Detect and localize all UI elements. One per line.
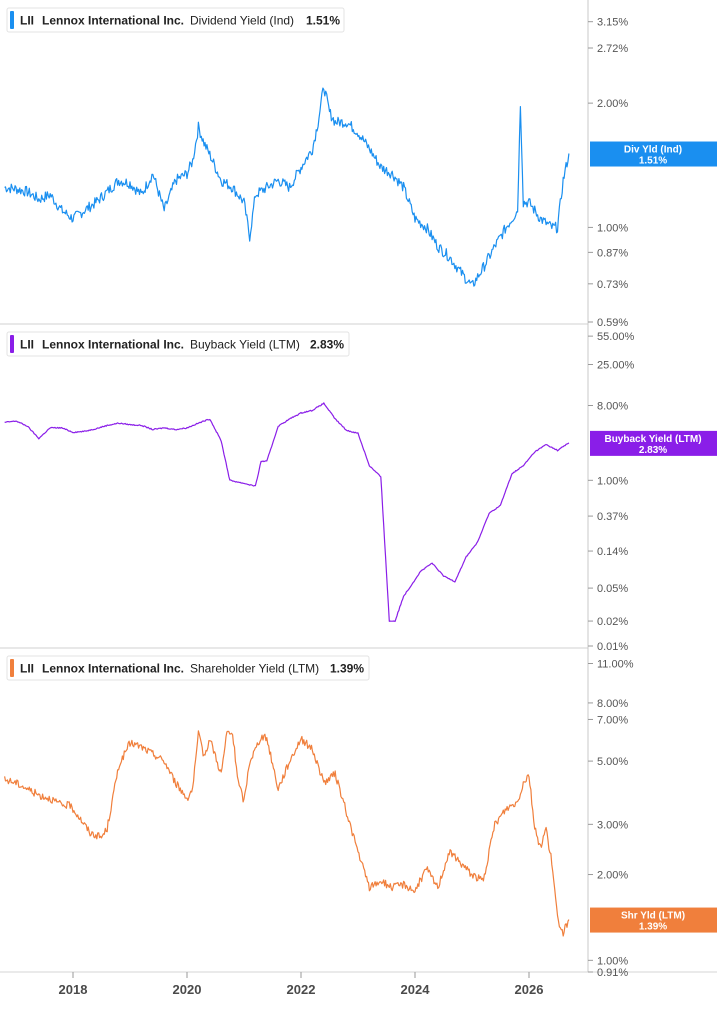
legend-ticker: LII bbox=[20, 338, 34, 352]
legend-metric: Shareholder Yield (LTM) bbox=[190, 662, 319, 676]
current-value-marker: Div Yld (Ind)1.51% bbox=[590, 141, 717, 167]
y-tick-label: 0.05% bbox=[597, 583, 628, 595]
y-tick-label: 2.72% bbox=[597, 43, 628, 55]
marker-label: Div Yld (Ind) bbox=[624, 145, 682, 156]
y-tick-label: 25.00% bbox=[597, 359, 635, 371]
series-line-buyback-yield-ltm- bbox=[4, 402, 570, 622]
y-tick-label: 0.73% bbox=[597, 279, 628, 291]
y-tick-label: 1.00% bbox=[597, 222, 628, 234]
y-tick-label: 0.02% bbox=[597, 616, 628, 628]
legend-company: Lennox International Inc. bbox=[42, 338, 184, 352]
legend: LII Lennox International Inc. Dividend Yie… bbox=[6, 7, 345, 33]
y-tick-label: 2.00% bbox=[597, 98, 628, 110]
y-tick-label: 7.00% bbox=[597, 714, 628, 726]
y-tick-label: 0.87% bbox=[597, 247, 628, 259]
x-tick-label-2024: 2024 bbox=[401, 982, 431, 997]
legend-swatch bbox=[10, 11, 14, 29]
x-tick-label-2022: 2022 bbox=[287, 982, 316, 997]
legend-ticker: LII bbox=[20, 14, 34, 28]
marker-label: Buyback Yield (LTM) bbox=[604, 434, 701, 445]
y-tick-label: 3.15% bbox=[597, 17, 628, 29]
x-axis: 2018 2020 2022 2024 2026 bbox=[0, 971, 717, 997]
marker-value: 2.83% bbox=[639, 445, 667, 456]
current-value-marker: Shr Yld (LTM)1.39% bbox=[590, 907, 717, 933]
series-line-dividend-yield-ind- bbox=[4, 87, 570, 287]
legend-company: Lennox International Inc. bbox=[42, 662, 184, 676]
y-tick-label: 1.00% bbox=[597, 475, 628, 487]
y-tick-label: 2.00% bbox=[597, 870, 628, 882]
marker-box bbox=[590, 907, 717, 933]
legend-box bbox=[6, 331, 350, 357]
legend-ticker: LII bbox=[20, 662, 34, 676]
y-tick-label: 0.59% bbox=[597, 317, 628, 329]
panel-3: 11.00% 8.00% 7.00% 5.00% 3.00% 2.00% 1.00%0.91… bbox=[0, 647, 717, 979]
y-tick-label: 0.01% bbox=[597, 641, 628, 653]
legend-metric: Dividend Yield (Ind) bbox=[190, 14, 294, 28]
legend-swatch bbox=[10, 335, 14, 353]
legend: LII Lennox International Inc. Shareholder … bbox=[6, 655, 370, 681]
y-tick-label: 1.00% bbox=[597, 955, 628, 967]
legend-box bbox=[6, 655, 370, 681]
y-tick-label: 8.00% bbox=[597, 698, 628, 710]
legend-metric: Buyback Yield (LTM) bbox=[190, 338, 300, 352]
panel-1: 3.15% 2.72% 2.00% 1.00% 0.87% 0.73% 0.59% Div Y… bbox=[4, 0, 717, 329]
x-tick-label-2020: 2020 bbox=[173, 982, 202, 997]
y-tick-label: 8.00% bbox=[597, 400, 628, 412]
legend-value: 1.39% bbox=[330, 662, 364, 676]
legend: LII Lennox International Inc. Buyback Yiel… bbox=[6, 331, 350, 357]
marker-box bbox=[590, 141, 717, 167]
y-tick-label: 11.00% bbox=[597, 659, 634, 671]
panel-2: 55.00% 25.00% 8.00% 1.00% 0.37% 0.14% 0.05% 0.0… bbox=[0, 323, 717, 653]
marker-value: 1.51% bbox=[639, 156, 667, 167]
y-tick-label: 0.91% bbox=[597, 967, 628, 979]
marker-value: 1.39% bbox=[639, 922, 667, 933]
x-tick-label-2018: 2018 bbox=[59, 982, 88, 997]
y-tick-label: 5.00% bbox=[597, 756, 628, 768]
legend-value: 1.51% bbox=[306, 14, 340, 28]
y-tick-label: 3.00% bbox=[597, 819, 628, 831]
x-tick-label-2026: 2026 bbox=[515, 982, 544, 997]
legend-company: Lennox International Inc. bbox=[42, 14, 184, 28]
marker-box bbox=[590, 430, 717, 456]
series-line-shareholder-yield-ltm- bbox=[4, 730, 570, 937]
y-tick-label: 0.37% bbox=[597, 511, 628, 523]
y-tick-label: 55.00% bbox=[597, 331, 635, 343]
marker-label: Shr Yld (LTM) bbox=[621, 911, 685, 922]
y-tick-label: 0.14% bbox=[597, 546, 628, 558]
legend-swatch bbox=[10, 659, 14, 677]
current-value-marker: Buyback Yield (LTM)2.83% bbox=[590, 430, 717, 456]
legend-box bbox=[6, 7, 345, 33]
legend-value: 2.83% bbox=[310, 338, 344, 352]
